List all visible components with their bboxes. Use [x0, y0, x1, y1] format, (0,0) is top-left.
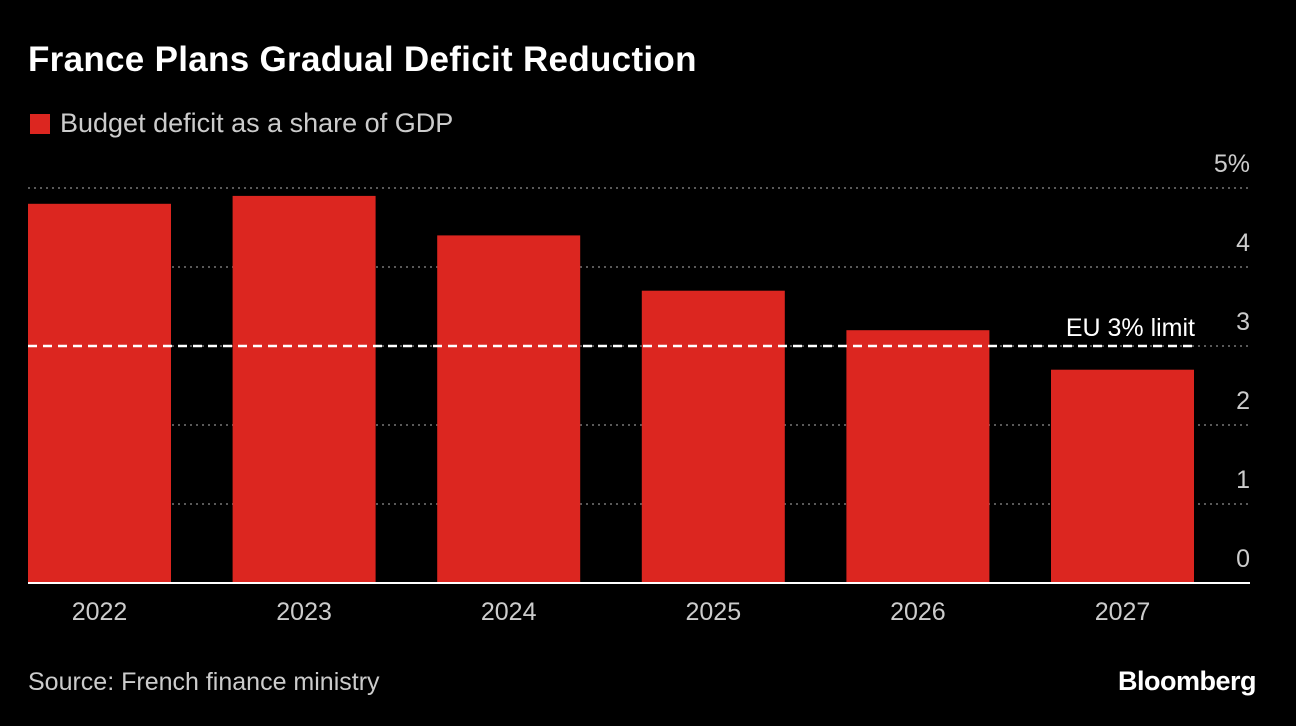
bar-2027: [1051, 369, 1194, 583]
y-tick-label: 0: [1236, 545, 1250, 573]
y-tick-label: 4: [1236, 229, 1250, 257]
x-tick-label: 2027: [1095, 598, 1151, 626]
x-tick-label: 2025: [685, 598, 741, 626]
legend: Budget deficit as a share of GDP: [30, 108, 453, 139]
bar-2026: [846, 330, 990, 583]
reference-line-label: EU 3% limit: [1066, 314, 1195, 342]
x-tick-label: 2022: [72, 598, 128, 626]
x-tick-label: 2024: [481, 598, 537, 626]
y-tick-label: 5%: [1214, 150, 1250, 178]
y-tick-label: 3: [1236, 308, 1250, 336]
x-tick-label: 2023: [276, 598, 332, 626]
legend-label: Budget deficit as a share of GDP: [60, 108, 454, 138]
bar-2025: [641, 290, 785, 583]
bar-2024: [437, 235, 581, 583]
bar-2022: [28, 203, 171, 584]
x-tick-label: 2026: [890, 598, 946, 626]
bloomberg-logo: Bloomberg: [1117, 666, 1257, 696]
source-note: Source: French finance ministry: [28, 668, 380, 696]
bar-2023: [232, 195, 376, 583]
chart-title: France Plans Gradual Deficit Reduction: [28, 40, 697, 79]
y-tick-label: 1: [1236, 466, 1250, 494]
y-tick-label: 2: [1236, 387, 1250, 415]
legend-swatch: [30, 113, 50, 134]
